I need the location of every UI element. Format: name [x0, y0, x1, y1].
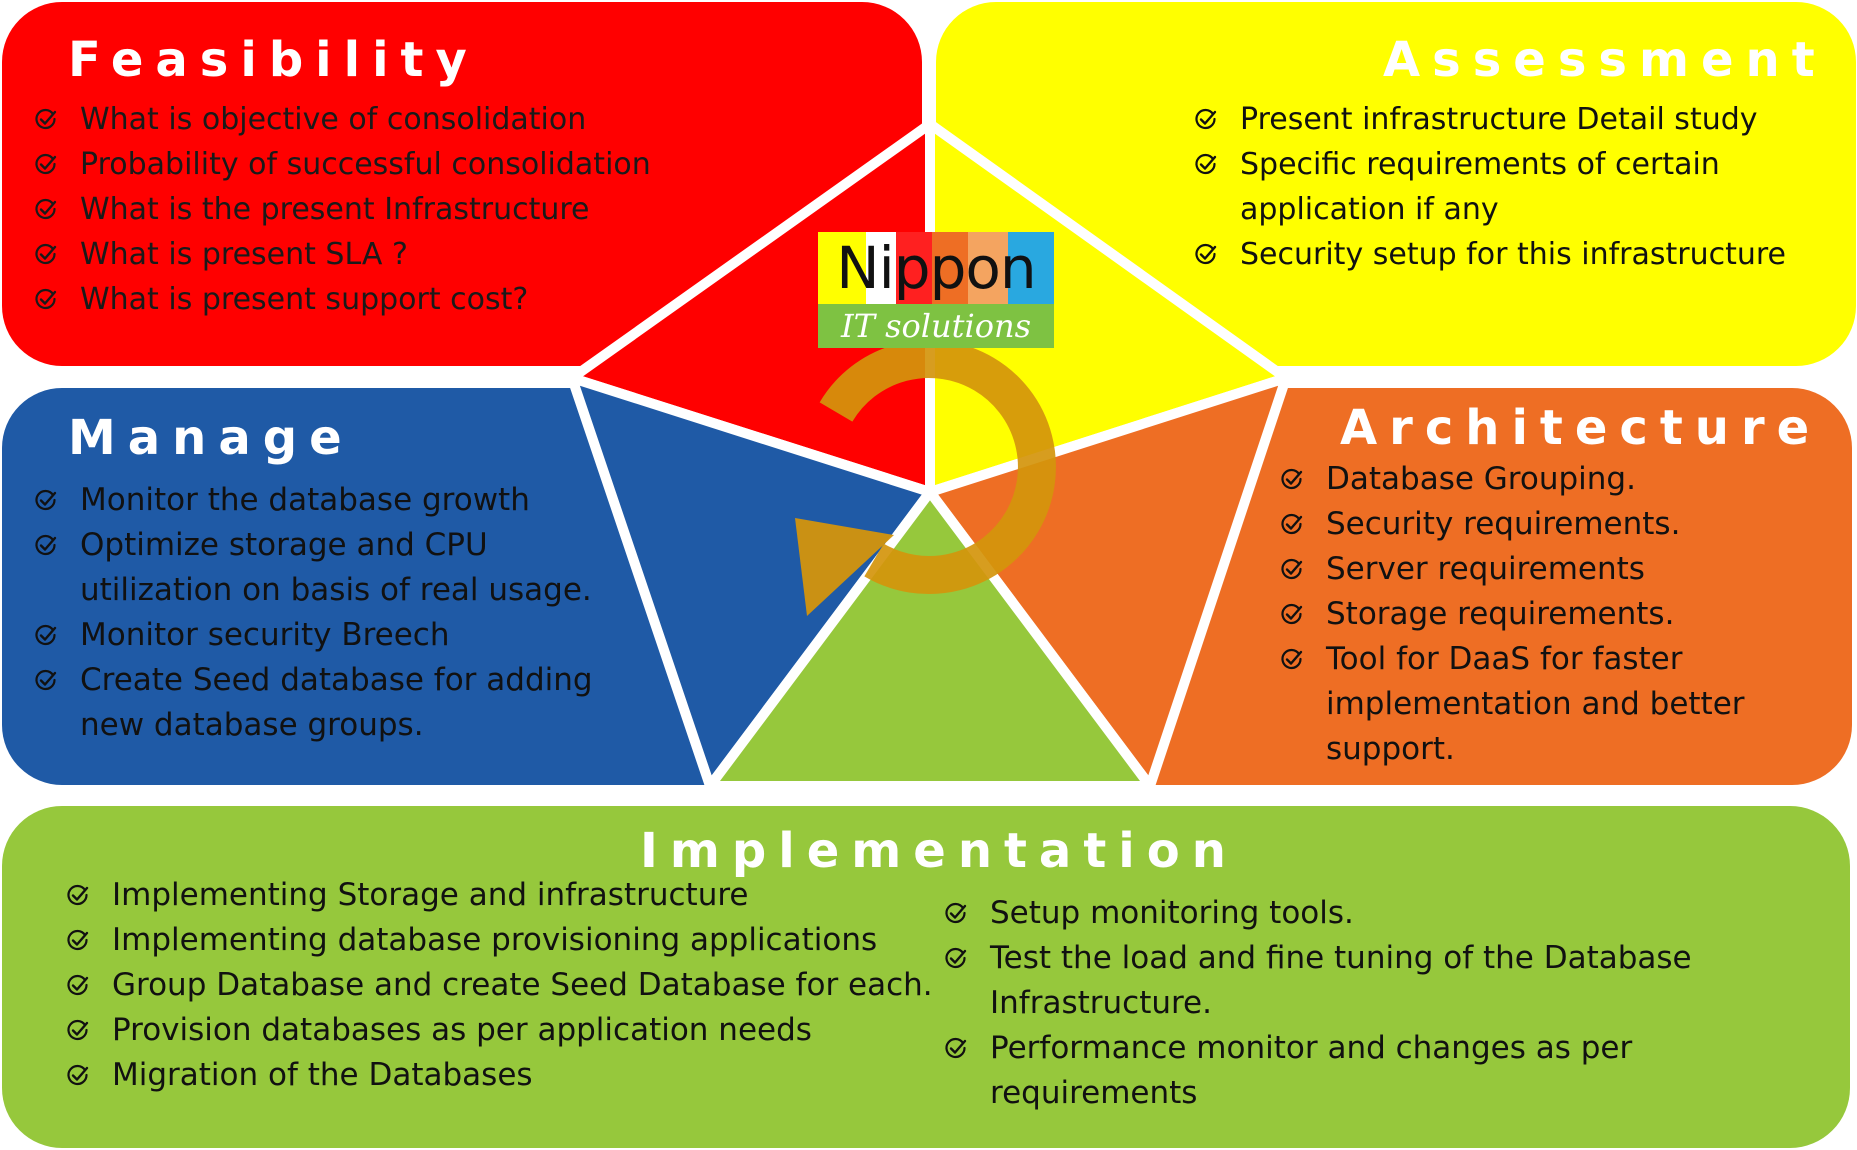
check-circle-icon: [1281, 468, 1303, 490]
list-item-text: What is the present Infrastructure: [80, 192, 590, 227]
list-item-text: Database Grouping.: [1326, 461, 1636, 497]
check-circle-icon: [67, 1064, 89, 1086]
list-item-text: What is present support cost?: [80, 282, 529, 317]
check-circle-icon: [1195, 243, 1217, 265]
list-item-text: Specific requirements of certain applica…: [1240, 147, 1720, 227]
check-circle-icon: [35, 669, 57, 691]
list-item-text: Setup monitoring tools.: [990, 895, 1354, 931]
list-item: Monitor security Breech: [34, 613, 594, 658]
list-item: What is present support cost?: [34, 277, 651, 322]
list-item: Present infrastructure Detail study: [1194, 97, 1794, 142]
list-item: Database Grouping.: [1280, 457, 1800, 502]
check-circle-icon: [945, 947, 967, 969]
feasibility-title: Feasibility: [68, 32, 479, 88]
list-item-text: Group Database and create Seed Database …: [112, 967, 933, 1003]
check-circle-icon: [67, 974, 89, 996]
check-circle-icon: [35, 624, 57, 646]
list-item: Storage requirements.: [1280, 592, 1800, 637]
feasibility-list: What is objective of consolidation Probab…: [34, 97, 651, 322]
check-circle-icon: [67, 929, 89, 951]
list-item: What is objective of consolidation: [34, 97, 651, 142]
check-circle-icon: [1195, 153, 1217, 175]
check-circle-icon: [1281, 558, 1303, 580]
assessment-title: Assessment: [1383, 32, 1827, 88]
logo-wordmark: Nippon: [836, 234, 1036, 302]
list-item: Tool for DaaS for faster implementation …: [1280, 637, 1800, 772]
list-item: Migration of the Databases: [66, 1053, 946, 1098]
list-item-text: Server requirements: [1326, 551, 1645, 587]
list-item-text: Security setup for this infrastructure: [1240, 237, 1787, 272]
list-item-text: Present infrastructure Detail study: [1240, 102, 1758, 137]
list-item-text: Monitor security Breech: [80, 617, 450, 653]
list-item-text: Provision databases as per application n…: [112, 1012, 812, 1048]
list-item: Monitor the database growth: [34, 478, 594, 523]
implementation-list-left: Implementing Storage and infrastructure I…: [66, 873, 946, 1098]
list-item-text: What is objective of consolidation: [80, 102, 587, 137]
list-item-text: Implementing database provisioning appli…: [112, 922, 878, 958]
list-item: Implementing database provisioning appli…: [66, 918, 946, 963]
check-circle-icon: [1281, 648, 1303, 670]
implementation-title: Implementation: [640, 823, 1238, 879]
list-item-text: What is present SLA ?: [80, 237, 408, 272]
architecture-list: Database Grouping. Security requirements.…: [1280, 457, 1800, 772]
logo-tagline: IT solutions: [818, 304, 1054, 348]
list-item: Security setup for this infrastructure: [1194, 232, 1794, 277]
list-item: Create Seed database for adding new data…: [34, 658, 594, 748]
check-circle-icon: [35, 198, 57, 220]
list-item-text: Performance monitor and changes as per r…: [990, 1030, 1633, 1111]
list-item-text: Tool for DaaS for faster implementation …: [1326, 641, 1745, 767]
check-circle-icon: [35, 534, 57, 556]
list-item-text: Implementing Storage and infrastructure: [112, 877, 749, 913]
list-item: Optimize storage and CPU utilization on …: [34, 523, 594, 613]
check-circle-icon: [35, 153, 57, 175]
manage-title: Manage: [68, 410, 354, 466]
check-circle-icon: [1281, 513, 1303, 535]
check-circle-icon: [35, 489, 57, 511]
list-item-text: Monitor the database growth: [80, 482, 530, 518]
logo-color-band: Nippon: [818, 232, 1054, 304]
list-item: Setup monitoring tools.: [944, 891, 1704, 936]
list-item: Specific requirements of certain applica…: [1194, 142, 1794, 232]
cycle-arrow-icon: [795, 340, 1056, 616]
list-item-text: Migration of the Databases: [112, 1057, 533, 1093]
pentagon-segment-implementation: [705, 487, 1155, 791]
check-circle-icon: [67, 1019, 89, 1041]
implementation-panel: [2, 806, 1850, 1148]
manage-list: Monitor the database growth Optimize stor…: [34, 478, 594, 748]
check-circle-icon: [945, 902, 967, 924]
list-item: Provision databases as per application n…: [66, 1008, 946, 1053]
list-item-text: Optimize storage and CPU utilization on …: [80, 527, 592, 608]
nippon-logo: Nippon IT solutions: [818, 232, 1054, 348]
check-circle-icon: [35, 243, 57, 265]
check-circle-icon: [945, 1037, 967, 1059]
check-circle-icon: [1195, 108, 1217, 130]
list-item: Security requirements.: [1280, 502, 1800, 547]
list-item-text: Storage requirements.: [1326, 596, 1675, 632]
list-item-text: Security requirements.: [1326, 506, 1681, 542]
list-item: Implementing Storage and infrastructure: [66, 873, 946, 918]
list-item: Probability of successful consolidation: [34, 142, 651, 187]
implementation-list-right: Setup monitoring tools. Test the load and…: [944, 891, 1704, 1116]
check-circle-icon: [35, 108, 57, 130]
check-circle-icon: [35, 288, 57, 310]
list-item: What is the present Infrastructure: [34, 187, 651, 232]
list-item: What is present SLA ?: [34, 232, 651, 277]
assessment-list: Present infrastructure Detail study Speci…: [1194, 97, 1794, 277]
architecture-title: Architecture: [1340, 400, 1822, 456]
list-item: Server requirements: [1280, 547, 1800, 592]
list-item-text: Create Seed database for adding new data…: [80, 662, 593, 743]
list-item-text: Test the load and fine tuning of the Dat…: [990, 940, 1692, 1021]
list-item: Performance monitor and changes as per r…: [944, 1026, 1704, 1116]
list-item: Group Database and create Seed Database …: [66, 963, 946, 1008]
check-circle-icon: [67, 884, 89, 906]
list-item: Test the load and fine tuning of the Dat…: [944, 936, 1704, 1026]
check-circle-icon: [1281, 603, 1303, 625]
list-item-text: Probability of successful consolidation: [80, 147, 651, 182]
